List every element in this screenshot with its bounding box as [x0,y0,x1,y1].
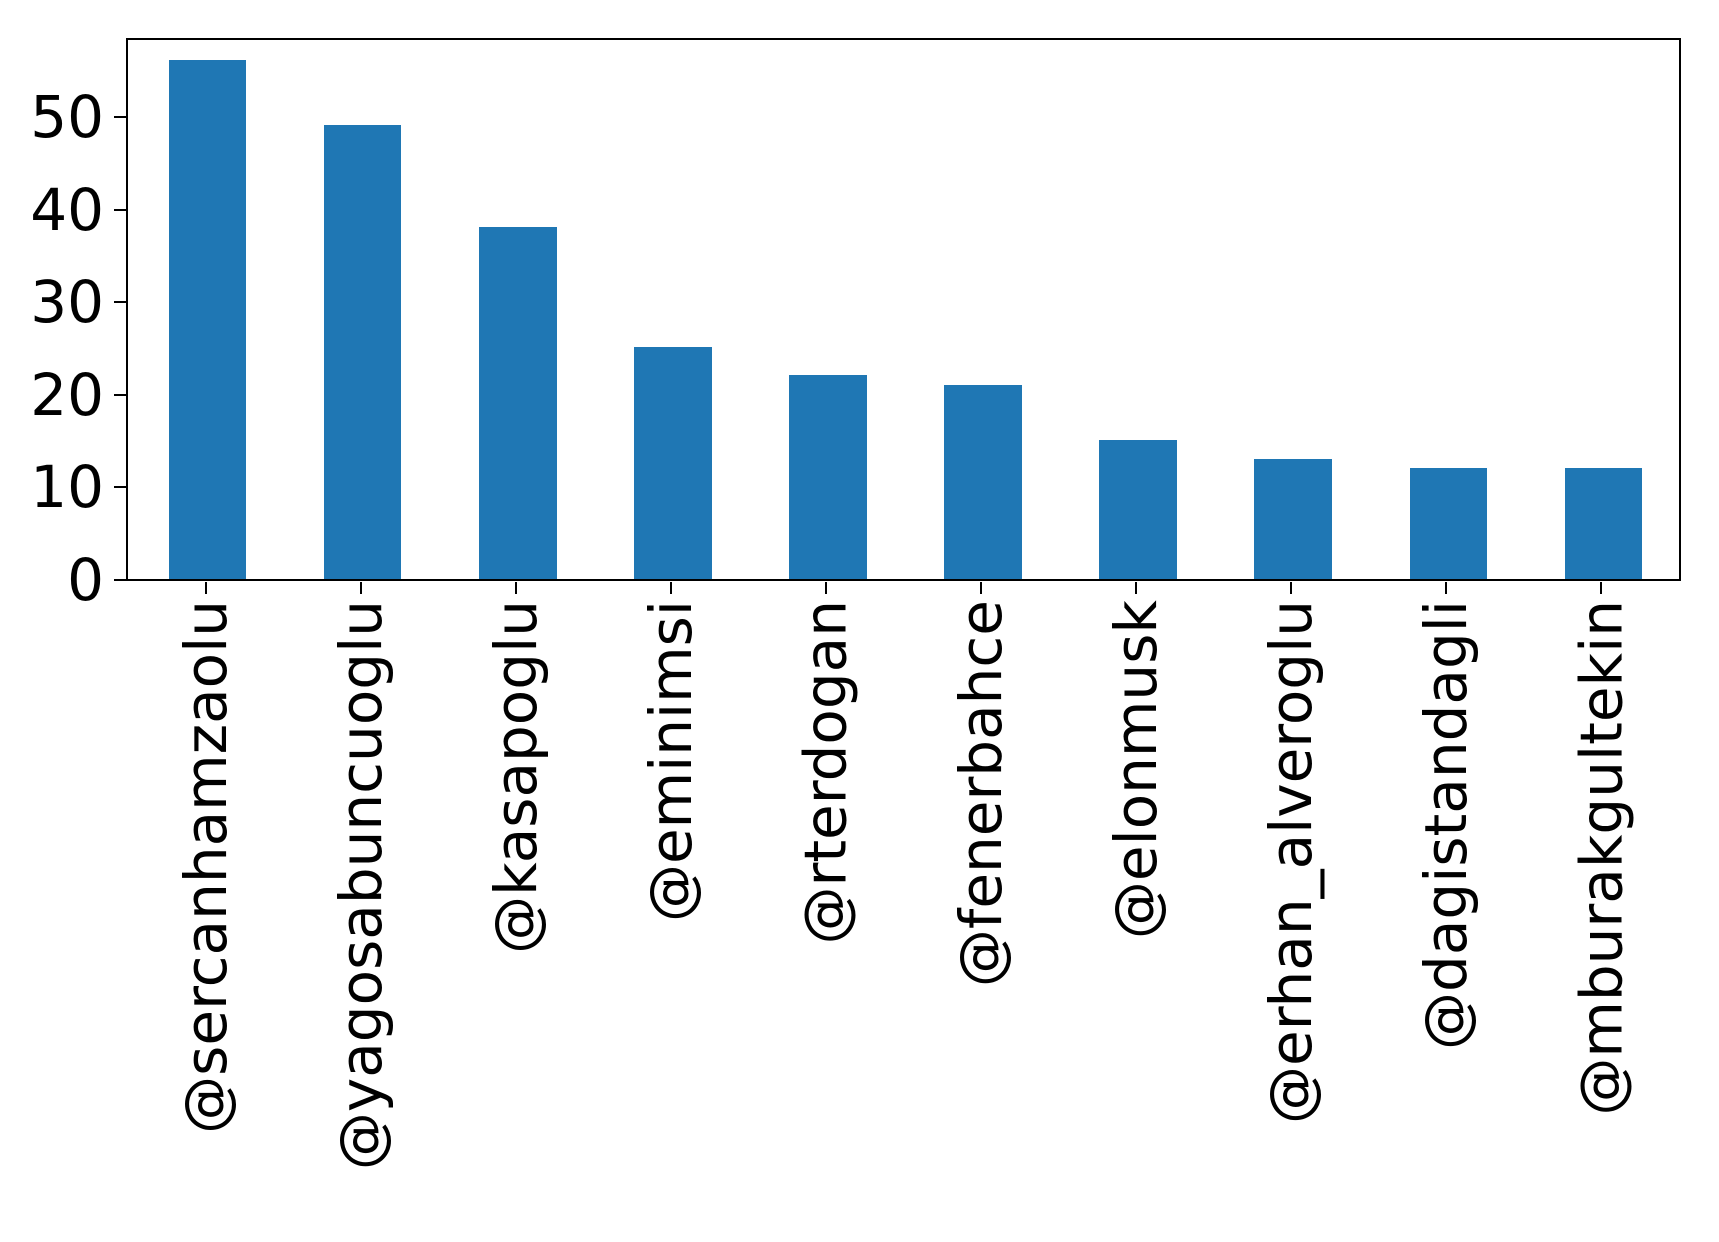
x-tick-label: @rterdogan [791,600,860,945]
y-tick-mark [114,115,126,118]
bar [634,347,712,579]
x-tick-label: @eminimsi [636,600,705,923]
x-tick-mark [824,582,827,594]
x-tick-label: @elonmusk [1102,600,1171,940]
bar [1254,458,1333,579]
y-tick-label: 40 [30,175,104,244]
y-tick-label: 0 [67,546,104,614]
x-tick-label: @yagosabuncuoglu [326,600,395,1171]
x-tick-mark [1445,582,1448,594]
bar [1409,467,1488,579]
y-tick-label: 30 [30,268,104,337]
x-tick-label: @erhan_alveroglu [1257,600,1326,1124]
bar [323,125,402,579]
y-tick-mark [114,579,126,581]
y-tick-mark [114,208,126,211]
x-tick-label: @dagistandagli [1412,600,1481,1050]
x-tick-mark [1290,582,1293,594]
y-tick-label: 50 [30,82,104,151]
bar [944,384,1022,579]
x-tick-mark [204,582,207,594]
bar [168,60,247,579]
x-tick-label: @sercanhamzaolu [171,600,240,1134]
x-tick-label: @mburakgultekin [1567,600,1636,1116]
x-tick-mark [514,582,517,594]
plot-area [126,38,1681,581]
x-tick-label: @fenerbahce [947,600,1016,988]
x-tick-mark [669,582,672,594]
bar [478,227,557,579]
x-tick-mark [980,582,983,594]
y-tick-mark [114,393,126,396]
y-tick-label: 20 [30,360,104,429]
x-tick-mark [1600,582,1603,594]
y-tick-mark [114,486,126,489]
x-tick-mark [1135,582,1138,594]
bar [1099,440,1177,579]
bar [1564,467,1643,579]
x-tick-mark [359,582,362,594]
x-tick-label: @kasapoglu [481,600,550,954]
y-tick-mark [114,301,126,304]
y-tick-label: 10 [30,453,104,522]
bar [789,375,867,579]
